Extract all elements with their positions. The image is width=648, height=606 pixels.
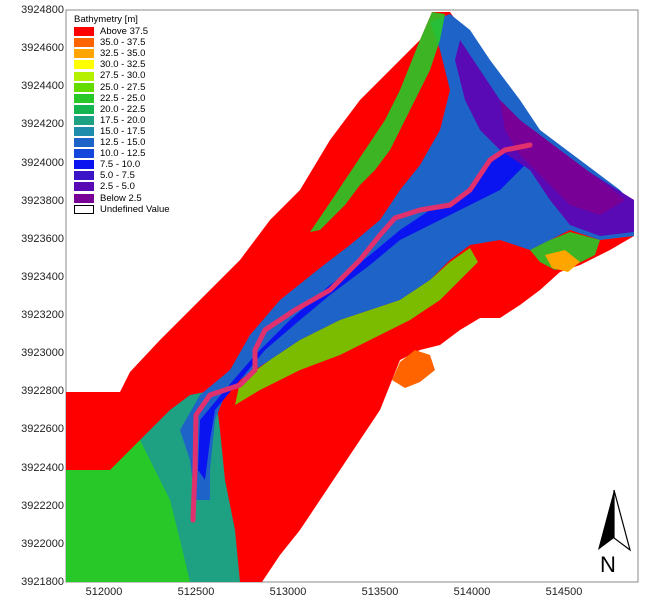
legend-swatch	[74, 204, 94, 214]
y-tick-label: 3923400	[21, 270, 64, 283]
zone-teal	[140, 390, 240, 582]
legend-label: 20.0 - 22.5	[100, 103, 146, 115]
legend-label: Below 2.5	[100, 192, 142, 204]
legend-swatch	[74, 49, 94, 59]
zone-orange-patch	[392, 350, 435, 388]
legend-item: Below 2.5	[74, 193, 170, 204]
zone-channel-deep	[198, 145, 540, 480]
navigation-channel	[190, 142, 533, 523]
legend-label: 7.5 - 10.0	[100, 159, 141, 171]
zone-orange-patch-right	[545, 250, 580, 272]
y-tick-label: 3924000	[21, 156, 64, 169]
legend-swatch	[74, 115, 94, 125]
legend-item: 15.0 - 17.5	[74, 126, 170, 137]
x-tick-label: 514000	[453, 586, 491, 598]
legend-swatch	[74, 93, 94, 103]
legend-label: 22.5 - 25.0	[100, 92, 146, 104]
legend-label: 5.0 - 7.5	[100, 170, 135, 182]
legend-label: 27.5 - 30.0	[100, 70, 146, 82]
legend-label: Above 37.5	[100, 26, 149, 38]
y-tick-label: 3922800	[21, 385, 64, 398]
legend-label: 2.5 - 5.0	[100, 181, 135, 193]
legend-item: 7.5 - 10.0	[74, 159, 170, 170]
legend-item: Undefined Value	[74, 204, 170, 215]
legend-swatch	[74, 104, 94, 114]
legend-item: 20.0 - 22.5	[74, 104, 170, 115]
y-tick-label: 3924200	[21, 118, 64, 131]
legend-item: 17.5 - 20.0	[74, 115, 170, 126]
legend-item: 35.0 - 37.5	[74, 37, 170, 48]
y-tick-label: 3922400	[21, 461, 64, 474]
zone-green-fringe-upper	[310, 12, 445, 232]
legend-swatch	[74, 126, 94, 136]
y-tick-label: 3922000	[21, 537, 64, 550]
y-tick-label: 3923600	[21, 232, 64, 245]
legend-item: 27.5 - 30.0	[74, 70, 170, 81]
y-tick-label: 3923800	[21, 194, 64, 207]
legend-item: 10.0 - 12.5	[74, 148, 170, 159]
legend-label: Undefined Value	[100, 203, 170, 215]
legend-swatch	[74, 149, 94, 159]
legend-label: 12.5 - 15.0	[100, 137, 146, 149]
legend-swatch	[74, 171, 94, 181]
legend-swatch	[74, 38, 94, 48]
legend-item: 22.5 - 25.0	[74, 93, 170, 104]
north-arrow-shape	[598, 489, 632, 552]
legend-label: 15.0 - 17.5	[100, 125, 146, 137]
legend-swatch	[74, 60, 94, 70]
legend-item: Above 37.5	[74, 26, 170, 37]
legend-label: 32.5 - 35.0	[100, 48, 146, 60]
legend-item: 12.5 - 15.0	[74, 137, 170, 148]
x-tick-label: 513000	[269, 586, 307, 598]
x-tick-label: 513500	[361, 586, 399, 598]
zone-green-fringe-lower	[235, 248, 478, 405]
legend-swatch	[74, 138, 94, 148]
legend-label: 17.5 - 20.0	[100, 114, 146, 126]
y-tick-label: 3921800	[21, 576, 64, 588]
y-tick-label: 3924400	[21, 80, 64, 93]
legend-swatch	[74, 82, 94, 92]
y-tick-label: 3923200	[21, 309, 64, 322]
legend-swatch	[74, 71, 94, 81]
x-tick-label: 512000	[85, 586, 123, 598]
legend-label: 25.0 - 27.5	[100, 81, 146, 93]
legend-label: 30.0 - 32.5	[100, 59, 146, 71]
x-tick-label: 514500	[545, 586, 583, 598]
legend-item: 5.0 - 7.5	[74, 170, 170, 181]
x-tick-label: 512500	[177, 586, 215, 598]
legend-swatch	[74, 182, 94, 192]
north-arrow-icon: N	[592, 488, 636, 580]
y-tick-label: 3922200	[21, 499, 64, 512]
legend-label: 10.0 - 12.5	[100, 148, 146, 160]
y-tick-label: 3923000	[21, 347, 64, 360]
north-letter: N	[600, 552, 616, 577]
legend-item: 30.0 - 32.5	[74, 59, 170, 70]
legend-swatch	[74, 27, 94, 37]
legend-item: 2.5 - 5.0	[74, 181, 170, 192]
y-tick-label: 3922600	[21, 423, 64, 436]
legend-swatch	[74, 193, 94, 203]
legend-swatch	[74, 160, 94, 170]
y-tick-label: 3924600	[21, 42, 64, 55]
legend-label: 35.0 - 37.5	[100, 37, 146, 49]
legend-item: 25.0 - 27.5	[74, 82, 170, 93]
legend-item: 32.5 - 35.0	[74, 48, 170, 59]
legend: Bathymetry [m] Above 37.5 35.0 - 37.5 32.5…	[74, 14, 170, 215]
y-tick-label: 3924800	[21, 4, 64, 16]
zone-purple-deep	[500, 100, 625, 215]
legend-title: Bathymetry [m]	[74, 14, 138, 25]
